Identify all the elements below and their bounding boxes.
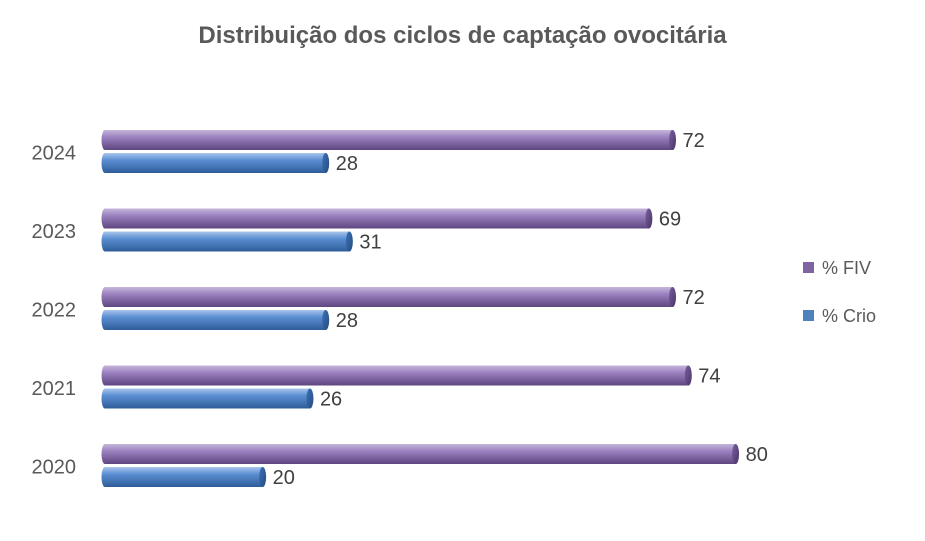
category-label-2020: 2020 [32,457,77,479]
bar-crio-2023 [101,231,353,252]
bar-crio-2021 [101,388,314,409]
data-label-crio-2022: 28 [336,310,358,332]
bar-crio-2024 [101,153,330,173]
legend-label-crio: % Crio [822,306,876,326]
data-label-crio-2023: 31 [359,232,381,254]
data-label-fiv-2022: 72 [683,287,705,309]
bar-fiv-2024 [101,130,677,150]
chart-title: Distribuição dos ciclos de captação ovoc… [198,22,727,49]
category-label-2022: 2022 [32,300,77,322]
data-label-fiv-2020: 80 [746,444,768,466]
legend-swatch-fiv [803,262,814,273]
legend-item-fiv: % FIV [803,258,871,278]
bar-crio-2020 [101,467,267,487]
data-label-fiv-2023: 69 [659,209,681,231]
bar-fiv-2023 [101,208,653,229]
data-label-crio-2021: 26 [320,389,342,411]
bar-fiv-2021 [101,365,692,386]
data-label-fiv-2024: 72 [683,130,705,152]
category-label-2024: 2024 [32,143,77,165]
bar-fiv-2022 [101,287,677,307]
legend-item-crio: % Crio [803,306,876,326]
bar-crio-2022 [101,310,330,330]
category-label-2021: 2021 [32,378,77,400]
legend-label-fiv: % FIV [822,258,871,278]
data-label-crio-2024: 28 [336,153,358,175]
legend-swatch-crio [803,310,814,321]
category-label-2023: 2023 [32,221,77,243]
data-label-fiv-2021: 74 [698,366,720,388]
data-label-crio-2020: 20 [273,467,295,489]
bar-fiv-2020 [101,444,740,464]
